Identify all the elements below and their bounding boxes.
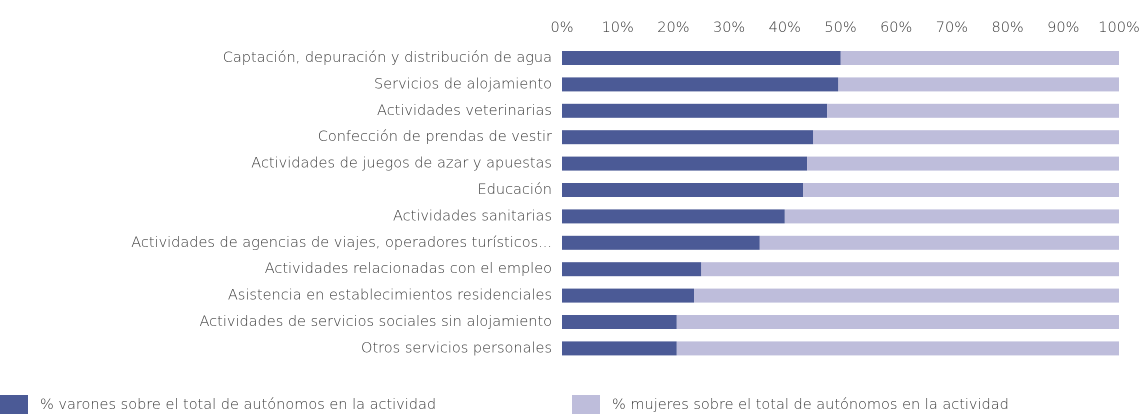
category-label: Otros servicios personales <box>361 340 552 356</box>
bar-segment <box>676 341 1119 356</box>
bar-segment <box>562 130 814 145</box>
legend-label: % varones sobre el total de autónomos en… <box>40 397 436 413</box>
bar-segment <box>562 341 677 356</box>
x-tick-label: 90% <box>1047 20 1079 36</box>
legend-swatch <box>572 395 600 414</box>
bar-segment <box>562 209 785 224</box>
legend-label: % mujeres sobre el total de autónomos en… <box>612 397 1009 413</box>
x-tick-label: 20% <box>657 20 689 36</box>
category-label: Actividades de servicios sociales sin al… <box>200 314 552 330</box>
x-tick-label: 50% <box>824 20 856 36</box>
category-label: Actividades sanitarias <box>393 208 552 224</box>
x-tick-label: 100% <box>1098 20 1139 36</box>
x-tick-label: 30% <box>713 20 745 36</box>
category-label: Actividades relacionadas con el empleo <box>265 261 552 277</box>
bar-segment <box>838 77 1119 92</box>
bar-segment <box>562 156 808 171</box>
category-label: Asistencia en establecimientos residenci… <box>228 288 552 304</box>
legend-swatch <box>0 395 28 414</box>
bar-segment <box>562 262 702 277</box>
bar-segment <box>784 209 1119 224</box>
bar-segment <box>562 235 760 250</box>
bar-segment <box>694 288 1119 303</box>
bar-segment <box>840 51 1119 65</box>
x-tick-label: 80% <box>991 20 1023 36</box>
category-label: Servicios de alojamiento <box>374 76 552 92</box>
x-tick-label: 10% <box>602 20 634 36</box>
bar-segment <box>562 288 695 303</box>
bar-segment <box>562 103 828 118</box>
bar-segment <box>803 183 1119 197</box>
bar-segment <box>562 51 841 65</box>
bar-segment <box>827 103 1119 118</box>
bar-segment <box>813 130 1119 145</box>
category-label: Confección de prendas de vestir <box>318 129 552 145</box>
x-tick-label: 0% <box>550 20 573 36</box>
category-label: Educación <box>478 182 552 198</box>
bar-segment <box>562 183 804 197</box>
category-label: Actividades de juegos de azar y apuestas <box>251 156 552 172</box>
bar-segment <box>807 156 1119 171</box>
x-tick-label: 60% <box>880 20 912 36</box>
bar-segment <box>562 77 839 92</box>
category-label: Captación, depuración y distribución de … <box>223 50 552 66</box>
bar-segment <box>562 315 677 329</box>
bar-segment <box>759 235 1119 250</box>
bar-segment <box>701 262 1119 277</box>
x-tick-label: 70% <box>936 20 968 36</box>
category-label: Actividades de agencias de viajes, opera… <box>131 235 552 251</box>
x-tick-label: 40% <box>769 20 801 36</box>
category-label: Actividades veterinarias <box>377 103 552 119</box>
bar-segment <box>676 315 1119 329</box>
